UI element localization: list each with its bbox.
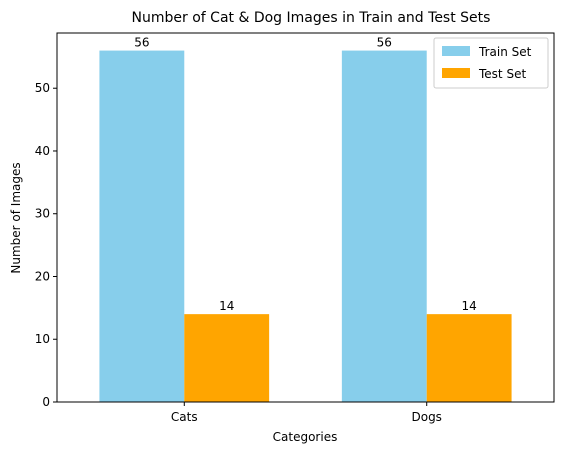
y-tick-label: 0 <box>42 395 50 409</box>
x-axis-label: Categories <box>273 430 338 444</box>
plot-area-frame <box>56 32 555 403</box>
y-tick-label: 10 <box>35 332 50 346</box>
x-tick-label: Dogs <box>411 410 441 424</box>
y-axis-label: Number of Images <box>9 162 23 273</box>
legend-swatch-test-set <box>442 68 470 78</box>
y-axis: 0 10 20 30 40 50 <box>35 81 57 409</box>
bars-group <box>99 50 512 402</box>
data-labels-group: 56 56 14 14 <box>134 36 477 314</box>
y-tick-label: 20 <box>35 269 50 283</box>
legend-swatch-train-set <box>442 46 470 56</box>
y-tick-label: 40 <box>35 144 50 158</box>
data-label-train-set-cats: 56 <box>134 36 149 50</box>
legend-label-train-set: Train Set <box>478 45 532 59</box>
legend-label-test-set: Test Set <box>478 67 526 81</box>
bar-train-set-cats <box>99 50 185 402</box>
bar-train-set-dogs <box>341 50 427 402</box>
y-tick-label: 50 <box>35 81 50 95</box>
data-label-test-set-cats: 14 <box>219 299 234 313</box>
bar-test-set-dogs <box>426 314 512 402</box>
data-label-test-set-dogs: 14 <box>462 299 477 313</box>
bar-test-set-cats <box>184 314 270 402</box>
chart-title: Number of Cat & Dog Images in Train and … <box>132 10 491 26</box>
x-axis: Cats Dogs <box>171 402 442 424</box>
y-tick-label: 30 <box>35 207 50 221</box>
legend: Train Set Test Set <box>433 37 549 89</box>
x-tick-label: Cats <box>171 410 198 424</box>
data-label-train-set-dogs: 56 <box>377 36 392 50</box>
